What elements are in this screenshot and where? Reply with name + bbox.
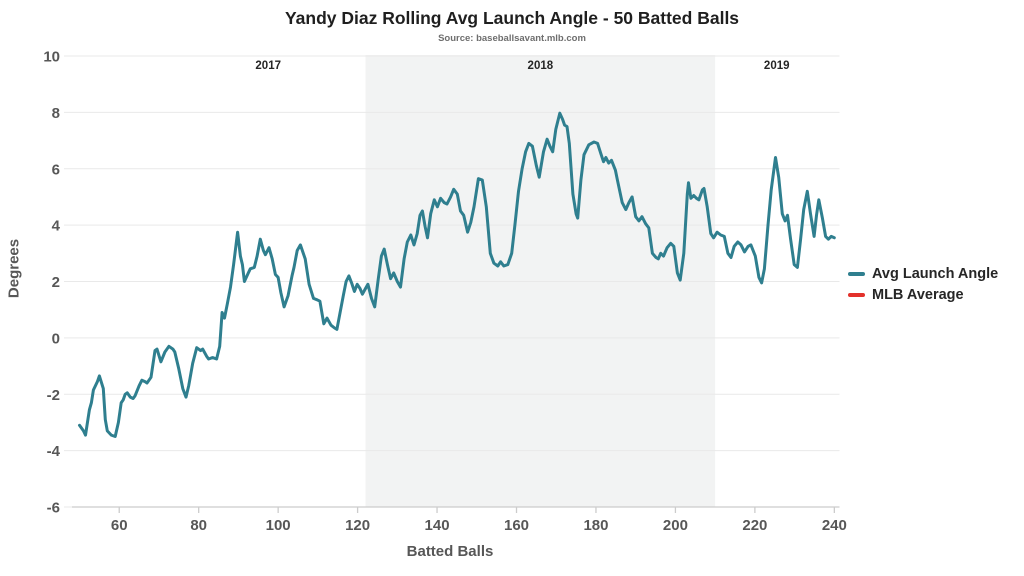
x-tick-label: 60 [111, 517, 128, 534]
x-tick-label: 180 [583, 517, 608, 534]
x-tick-label: 80 [190, 517, 207, 534]
legend-swatch [848, 293, 865, 297]
x-tick-label: 140 [425, 517, 450, 534]
x-tick-label: 240 [822, 517, 847, 534]
legend-item-mlb-average[interactable]: MLB Average [848, 287, 998, 303]
legend: Avg Launch Angle MLB Average [848, 266, 998, 303]
series-line-avg-launch-angle[interactable] [78, 111, 836, 438]
x-tick-label: 120 [345, 517, 370, 534]
y-tick-label: 4 [52, 218, 61, 235]
x-tick-label: 200 [663, 517, 688, 534]
x-tick-label: 160 [504, 517, 529, 534]
x-tick-label: 220 [742, 517, 767, 534]
y-tick-label: 0 [52, 330, 60, 347]
legend-label: Avg Launch Angle [872, 266, 999, 282]
y-tick-label: 8 [52, 105, 60, 122]
legend-item-avg-launch-angle[interactable]: Avg Launch Angle [848, 266, 998, 282]
y-tick-label: -6 [47, 500, 60, 517]
x-axis-title: Batted Balls [406, 543, 494, 560]
y-tick-label: 6 [52, 161, 60, 178]
chart-title: Yandy Diaz Rolling Avg Launch Angle - 50… [284, 8, 740, 28]
year-label-2019: 2019 [764, 60, 790, 72]
year-label-2018: 2018 [528, 60, 554, 72]
year-label-2017: 2017 [255, 60, 281, 72]
legend-swatch [848, 272, 865, 276]
chart-subtitle: Source: baseballsavant.mlb.com [438, 33, 586, 44]
x-tick-label: 100 [266, 517, 291, 534]
legend-label: MLB Average [872, 287, 964, 303]
y-tick-label: -4 [47, 443, 61, 460]
y-tick-label: 2 [52, 274, 60, 291]
y-tick-label: -2 [47, 387, 60, 404]
y-tick-label: 10 [43, 49, 60, 66]
